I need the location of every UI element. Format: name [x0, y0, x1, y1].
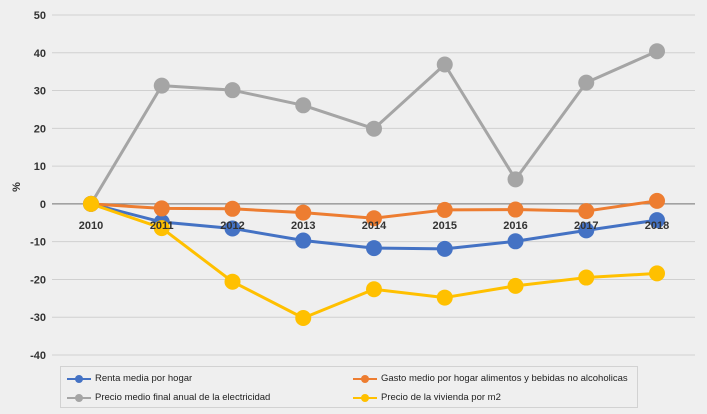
- series-0-point-2015: [436, 240, 453, 257]
- series-0-point-2013: [295, 232, 312, 249]
- x-tick-label: 2017: [574, 220, 598, 232]
- y-tick-label: -30: [30, 312, 46, 324]
- series-1-point-2014: [366, 210, 382, 227]
- series-0-point-2014: [366, 240, 382, 257]
- legend-swatch-electricidad: [67, 393, 91, 403]
- series-1-point-2018: [649, 192, 665, 209]
- series-3-point-2010: [83, 195, 99, 212]
- series-2-point-2014: [366, 120, 382, 137]
- series-1-point-2013: [295, 204, 312, 221]
- series-1-point-2015: [436, 201, 453, 218]
- series-0-point-2012: [224, 220, 241, 237]
- series-1-point-2017: [578, 203, 595, 220]
- x-tick-label: 2013: [291, 220, 315, 232]
- series-3-point-2018: [649, 265, 665, 282]
- legend-item-renta: Renta media por hogar: [67, 373, 192, 384]
- legend-swatch-renta: [67, 374, 91, 384]
- y-tick-label: -10: [30, 237, 46, 249]
- series-2-point-2017: [578, 74, 595, 91]
- y-tick-label: 30: [34, 86, 46, 98]
- legend-item-vivienda: Precio de la vivienda por m2: [353, 392, 501, 403]
- x-tick-label: 2010: [79, 220, 103, 232]
- series-3-point-2016: [507, 277, 524, 294]
- series-0-point-2016: [507, 233, 524, 250]
- x-tick-label: 2018: [645, 220, 669, 232]
- series-2-point-2012: [224, 82, 241, 99]
- y-tick-label: 20: [34, 123, 46, 135]
- x-tick-label: 2014: [362, 220, 387, 232]
- series-3-point-2015: [436, 289, 453, 306]
- series-2-point-2018: [649, 43, 665, 60]
- x-tick-label: 2012: [220, 220, 244, 232]
- y-axis-title: %: [11, 182, 23, 192]
- legend-label-renta: Renta media por hogar: [95, 373, 193, 384]
- legend-item-gasto: Gasto medio por hogar alimentos y bebida…: [353, 373, 628, 384]
- series-2-point-2016: [507, 171, 524, 188]
- series-2-point-2013: [295, 97, 312, 114]
- y-tick-label: -20: [30, 274, 46, 286]
- legend-swatch-vivienda: [353, 393, 377, 403]
- y-tick-label: 10: [34, 161, 46, 173]
- series-3-point-2013: [295, 309, 312, 326]
- legend-swatch-gasto: [353, 374, 377, 384]
- x-tick-label: 2011: [150, 220, 174, 232]
- series-3-point-2017: [578, 269, 595, 286]
- legend-label-electricidad: Precio medio final anual de la electrici…: [95, 392, 271, 403]
- series-1-point-2012: [224, 200, 241, 217]
- legend-label-gasto: Gasto medio por hogar alimentos y bebida…: [381, 373, 628, 384]
- series-3-point-2014: [366, 281, 382, 298]
- series-0-point-2017: [578, 222, 595, 239]
- legend-label-vivienda: Precio de la vivienda por m2: [381, 392, 501, 403]
- x-tick-label: 2015: [433, 220, 457, 232]
- y-tick-label: 50: [34, 10, 46, 22]
- x-tick-label: 2016: [503, 220, 527, 232]
- series-2-point-2011: [153, 77, 170, 94]
- series-0-point-2018: [649, 212, 665, 229]
- series-2-point-2015: [436, 56, 453, 73]
- series-1-point-2016: [507, 201, 524, 218]
- series-1-point-2011: [153, 200, 170, 217]
- y-tick-label: -40: [30, 350, 46, 362]
- series-3-point-2011: [153, 220, 170, 237]
- y-tick-label: 0: [40, 199, 46, 211]
- legend: Renta media por hogar Gasto medio por ho…: [60, 366, 638, 408]
- series-3-point-2012: [224, 273, 241, 290]
- y-tick-label: 40: [34, 48, 46, 60]
- legend-item-electricidad: Precio medio final anual de la electrici…: [67, 392, 270, 403]
